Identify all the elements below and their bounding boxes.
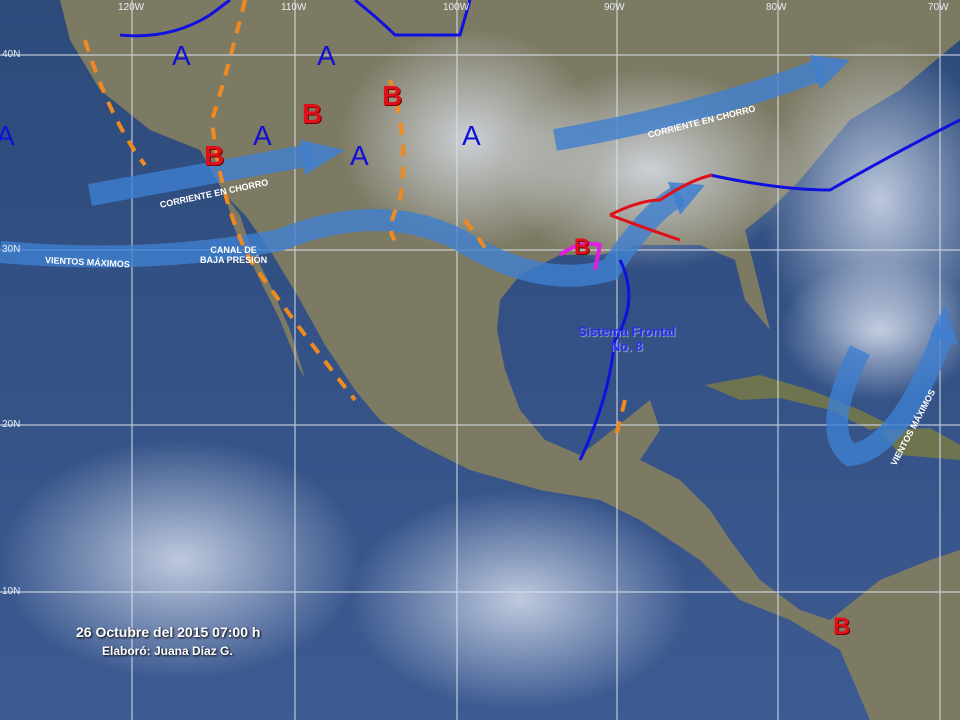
max-winds-west-arrow bbox=[0, 185, 686, 287]
lon-label-80w: 80W bbox=[766, 2, 787, 13]
lon-label-90w: 90W bbox=[604, 2, 625, 13]
high-pressure-marker: A bbox=[462, 120, 481, 151]
arrow-heads bbox=[300, 55, 958, 345]
high-pressure-marker: A bbox=[317, 40, 336, 71]
lat-label-40n: 40N bbox=[2, 49, 21, 60]
lat-label-10n: 10N bbox=[2, 586, 21, 597]
cold-fronts bbox=[119, 0, 960, 461]
low-pressure-marker: B bbox=[302, 98, 323, 129]
trough-label-line-2: BAJA PRESIÓN bbox=[200, 255, 268, 265]
warm-fronts bbox=[609, 173, 713, 242]
map-author: Elaboró: Juana Díaz G. bbox=[102, 644, 233, 658]
high-pressure-marker: A bbox=[172, 40, 191, 71]
lat-label-20n: 20N bbox=[2, 419, 21, 430]
trough-lines bbox=[83, 0, 627, 441]
high-pressure-marker: A bbox=[0, 120, 15, 151]
low-pressure-marker: B bbox=[204, 140, 225, 171]
occluded-front bbox=[558, 241, 603, 271]
high-pressure-marker: A bbox=[350, 140, 369, 171]
max-winds-east-arrow bbox=[826, 326, 956, 467]
low-pressure-marker: B bbox=[382, 80, 403, 111]
lat-label-30n: 30N bbox=[2, 244, 21, 255]
jet-stream-east-arrow bbox=[553, 59, 824, 151]
front-system-name: Sistema Frontal bbox=[578, 324, 676, 339]
low-pressure-trough-label: CANAL DE BAJA PRESIÓN bbox=[200, 245, 267, 265]
lon-label-70w: 70W bbox=[928, 2, 949, 13]
jet-stream-west-arrow bbox=[88, 144, 312, 206]
front-system-label: Sistema Frontal No. 8 bbox=[578, 324, 676, 354]
trough-label-line-1: CANAL DE bbox=[210, 245, 257, 255]
front-system-number: No. 8 bbox=[610, 339, 643, 354]
low-pressure-marker: B bbox=[574, 234, 590, 259]
high-pressure-marker: A bbox=[253, 120, 272, 151]
low-pressure-marker: B bbox=[833, 613, 851, 640]
lon-label-120w: 120W bbox=[118, 2, 145, 13]
jet-arrows bbox=[0, 59, 956, 467]
lon-label-100w: 100W bbox=[443, 2, 470, 13]
cloud-cover bbox=[0, 30, 960, 710]
lon-label-110w: 110W bbox=[281, 2, 307, 13]
map-datetime: 26 Octubre del 2015 07:00 h bbox=[76, 624, 261, 640]
